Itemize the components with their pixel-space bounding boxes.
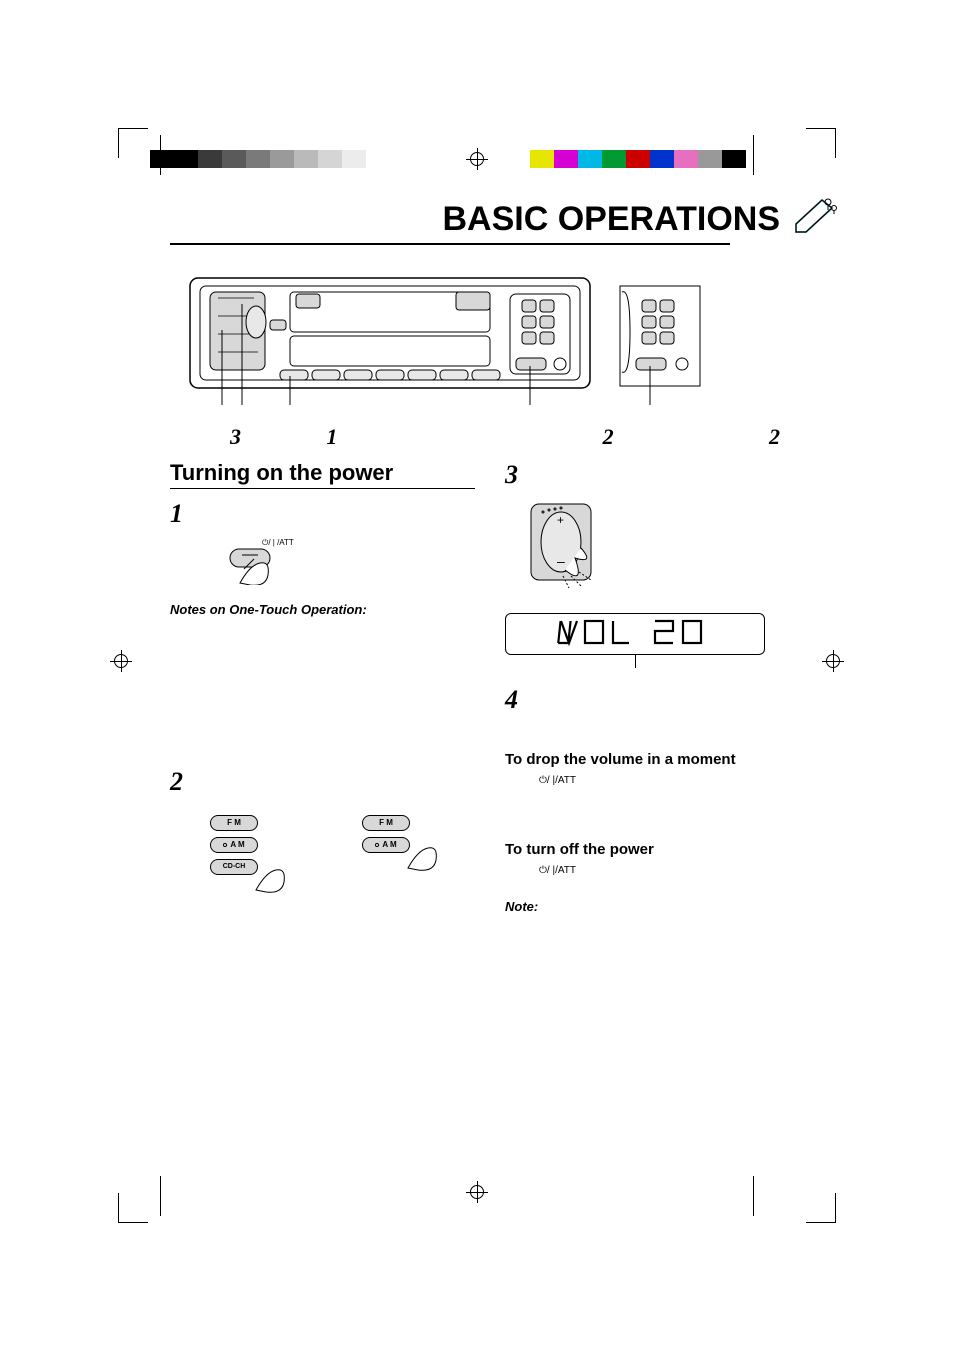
registration-mark — [110, 650, 132, 672]
fm-button: F M — [210, 815, 258, 831]
am-button: A M — [210, 837, 258, 853]
am-button-alt: A M — [362, 837, 410, 853]
svg-text:–: – — [557, 553, 565, 569]
section-heading-power: Turning on the power — [170, 460, 475, 489]
title-rule — [170, 243, 730, 245]
svg-text:⏻/ |/ATT: ⏻/ |/ATT — [539, 865, 576, 876]
turn-off-heading: To turn off the power — [505, 841, 810, 858]
step-4-number: 4 — [505, 685, 810, 715]
att-label-off: ⏻/ |/ATT — [539, 862, 599, 881]
source-buttons-figure: F M A M CD-CH F M A M — [210, 815, 475, 899]
svg-text:+: + — [557, 513, 564, 527]
device-callouts: 3 1 2 2 — [170, 420, 810, 450]
note-icon — [792, 194, 840, 234]
press-att-figure: ⏻/ | /ATT — [210, 535, 475, 590]
callout-1: 1 — [326, 424, 337, 450]
fm-button-alt: F M — [362, 815, 410, 831]
volume-rocker-figure: + – — [525, 500, 810, 595]
svg-text:⏻/ |/ATT: ⏻/ |/ATT — [539, 775, 576, 786]
cdch-button: CD-CH — [210, 859, 258, 875]
callout-2a: 2 — [603, 424, 614, 450]
att-label-drop: ⏻/ |/ATT — [539, 772, 599, 791]
registration-mark — [466, 1181, 488, 1203]
page-title: BASIC OPERATIONS — [140, 200, 840, 239]
drop-volume-heading: To drop the volume in a moment — [505, 751, 810, 768]
crop-mark — [806, 1193, 836, 1223]
notes-one-touch-heading: Notes on One-Touch Operation: — [170, 602, 475, 617]
callout-3: 3 — [230, 424, 241, 450]
callout-2b: 2 — [769, 424, 780, 450]
step-3-number: 3 — [505, 460, 810, 490]
crop-mark — [118, 1193, 148, 1223]
device-illustration: 3 1 2 2 — [170, 270, 810, 450]
crop-inner — [160, 1176, 161, 1216]
svg-text:⏻/ | /ATT: ⏻/ | /ATT — [262, 538, 294, 547]
crop-inner — [753, 1176, 754, 1216]
step-1-number: 1 — [170, 499, 475, 529]
step-2-number: 2 — [170, 767, 475, 797]
note-label: Note: — [505, 899, 810, 914]
volume-display — [505, 613, 810, 655]
